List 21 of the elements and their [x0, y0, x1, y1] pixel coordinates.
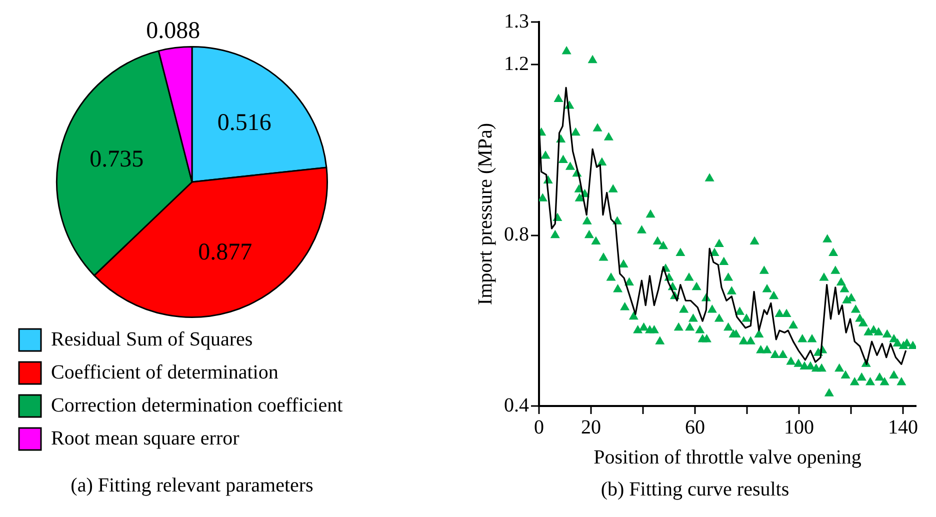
- x-tick-label: 20: [581, 416, 601, 438]
- legend-label: Root mean square error: [51, 427, 240, 450]
- data-label: 0.516: [217, 110, 272, 136]
- text: (b) Fitting curve results: [600, 478, 790, 500]
- text: (a) Fitting relevant parameters: [70, 474, 314, 496]
- y-tick-label: 1.3: [504, 10, 529, 32]
- data-label: 0.088: [146, 18, 200, 44]
- legend-label: Correction determination coefficient: [51, 394, 344, 416]
- y-tick-label: 0.8: [504, 224, 529, 246]
- x-tick-label: 0: [534, 416, 544, 438]
- x-axis-title: Position of throttle valve opening: [594, 446, 862, 468]
- legend-label: Coefficient of determination: [51, 361, 278, 384]
- x-tick-label: 100: [784, 416, 814, 438]
- y-tick-label: 0.4: [504, 394, 529, 416]
- data-label: 0.877: [198, 239, 252, 266]
- legend-label: Residual Sum of Squares: [51, 328, 253, 350]
- data-label: 0.735: [90, 146, 144, 173]
- y-tick-label: 1.2: [504, 52, 529, 75]
- x-tick-label: 60: [685, 416, 705, 438]
- x-tick-label: 140: [888, 416, 918, 438]
- y-axis-title: Import pressure (MPa): [474, 122, 496, 306]
